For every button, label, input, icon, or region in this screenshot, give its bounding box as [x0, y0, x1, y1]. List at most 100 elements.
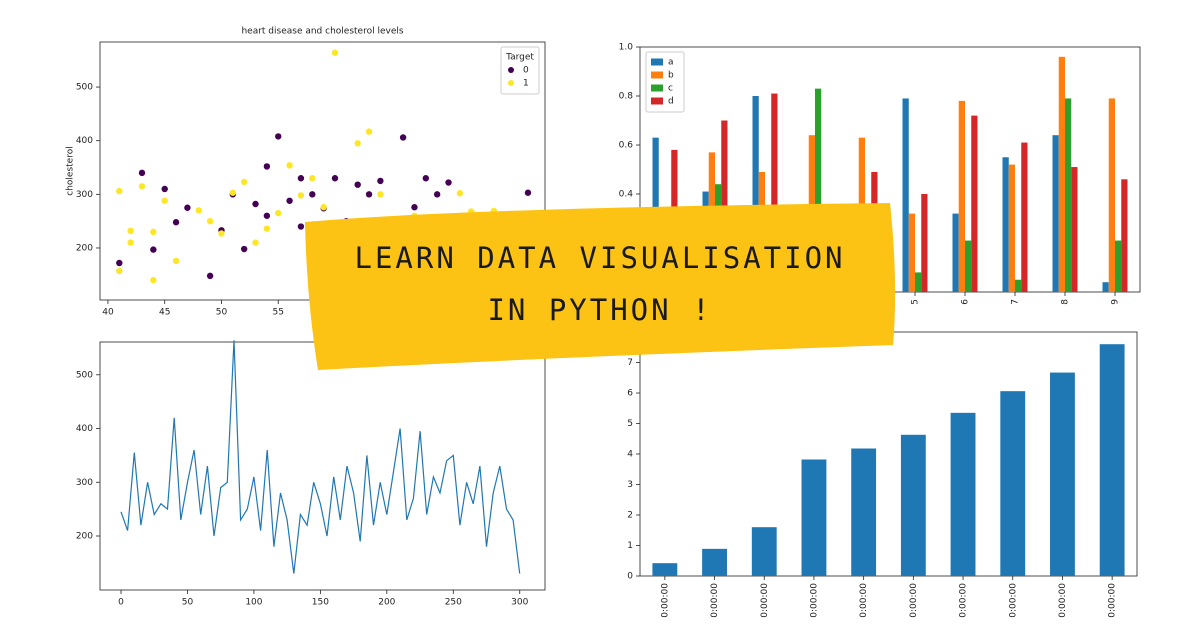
line-series: [120, 340, 521, 574]
y-tick-label: 7: [627, 358, 633, 368]
y-tick-label: 300: [76, 190, 93, 200]
bar: [815, 88, 822, 293]
y-tick-label: 400: [76, 136, 93, 146]
y-tick-label: 5: [627, 419, 633, 429]
legend-label: d: [668, 97, 674, 107]
scatter-point: [309, 175, 316, 182]
y-tick-label: 3: [627, 480, 633, 490]
scatter-point: [116, 259, 123, 267]
legend-marker: [508, 67, 514, 73]
scatter-point: [524, 189, 532, 196]
x-tick-label: 50: [182, 598, 194, 608]
y-tick-label: 0: [627, 572, 633, 582]
legend-box: [645, 51, 685, 113]
x-tick-label: 0: [118, 598, 124, 608]
chart-title: heart disease and cholesterol levels: [241, 27, 403, 37]
legend-marker: [508, 80, 514, 86]
scatter-point: [275, 209, 282, 217]
scatter-point: [127, 239, 134, 246]
x-tick-label: 0:00:00: [909, 583, 919, 618]
scatter-point: [411, 204, 418, 211]
bar: [1102, 282, 1109, 292]
scatter-point: [150, 246, 157, 253]
scatter-point: [377, 177, 384, 185]
scatter-point: [252, 200, 259, 208]
scatter-point: [172, 219, 180, 226]
scatter-point: [240, 178, 248, 186]
bar: [902, 98, 909, 292]
banner-shape: [305, 203, 896, 370]
y-tick-label: 1: [627, 541, 633, 551]
x-tick-label: 8: [1061, 299, 1071, 305]
x-tick-label: 45: [159, 308, 170, 318]
scatter-point: [161, 197, 168, 204]
x-tick-label: 0:00:00: [859, 583, 869, 618]
scatter-point: [161, 185, 168, 193]
bar: [915, 272, 922, 292]
bar: [1008, 164, 1015, 292]
scatter-point: [150, 228, 157, 236]
y-tick-label: 200: [76, 531, 93, 541]
scatter-point: [138, 183, 146, 190]
scatter-point: [218, 230, 225, 237]
bar: [900, 434, 926, 576]
y-tick-label: 4: [627, 450, 633, 460]
banner: LEARN DATA VISUALISATION IN PYTHON !: [305, 203, 896, 370]
x-tick-label: 300: [511, 598, 528, 608]
y-tick-label: 2: [627, 511, 633, 521]
bar: [1000, 391, 1026, 576]
bar: [851, 448, 877, 576]
bar: [1115, 240, 1122, 292]
bar: [965, 240, 972, 292]
scatter-point: [297, 192, 305, 199]
banner-line: LEARN DATA VISUALISATION: [354, 241, 845, 275]
x-tick-label: 0:00:00: [1008, 583, 1018, 618]
bar: [1121, 179, 1128, 292]
y-tick-label: 300: [76, 478, 93, 488]
legend-marker: [651, 58, 663, 66]
banner-line: IN PYTHON !: [487, 293, 712, 327]
chart: 200 300 400 500 0 50 100 150 200 250 300: [76, 340, 546, 608]
scatter-point: [422, 175, 430, 182]
x-tick-label: 150: [312, 598, 329, 608]
x-tick-label: 200: [378, 598, 395, 608]
scatter-point: [206, 217, 214, 225]
x-tick-label: 50: [216, 308, 228, 318]
scatter-point: [127, 227, 134, 235]
scatter-point: [206, 272, 214, 280]
bar: [1108, 98, 1115, 292]
scatter-point: [150, 276, 157, 284]
x-tick-label: 0:00:00: [710, 583, 720, 618]
y-tick-label: 400: [76, 424, 93, 434]
y-tick-label: 500: [76, 370, 93, 380]
legend-label: c: [668, 84, 673, 94]
bar: [1099, 344, 1125, 576]
x-tick-label: 0:00:00: [660, 583, 670, 618]
scatter-point: [252, 239, 259, 246]
bar: [652, 563, 678, 576]
bar: [1002, 157, 1009, 292]
y-tick-label: 0.6: [619, 141, 634, 151]
scatter-point: [377, 191, 384, 198]
x-tick-label: 0:00:00: [809, 583, 819, 618]
y-tick-label: 1.0: [619, 43, 634, 53]
bar: [950, 412, 976, 576]
scatter-point: [263, 163, 271, 170]
scatter-point: [229, 189, 237, 196]
x-tick-label: 9: [1111, 299, 1121, 305]
bar: [801, 459, 827, 576]
x-tick-label: 55: [273, 308, 284, 318]
bar: [771, 93, 778, 292]
chart: 0 1 2 3 4 5 6 7 0:00:00 0:00:00 0:00:00 0:00:00 0:00…: [627, 331, 1138, 618]
scatter-point: [354, 181, 361, 188]
bar: [1021, 142, 1028, 292]
legend-marker: [651, 84, 663, 92]
y-axis-label: cholesterol: [66, 146, 76, 195]
bar: [1071, 167, 1078, 292]
plot-frame: [99, 341, 546, 591]
y-tick-label: 6: [627, 389, 633, 399]
x-tick-label: 40: [102, 308, 114, 318]
legend-marker: [651, 71, 663, 79]
